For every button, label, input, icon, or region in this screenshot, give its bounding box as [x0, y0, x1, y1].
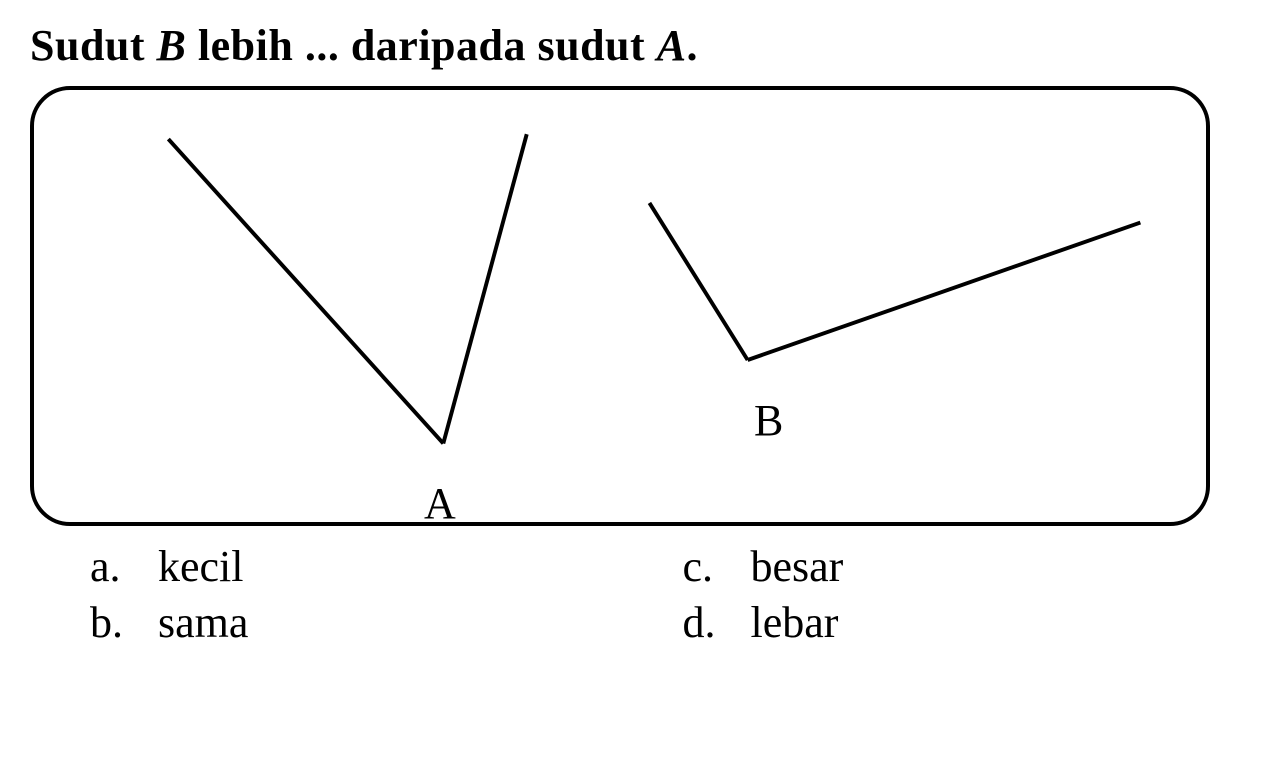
angle-a-label: A [424, 478, 456, 529]
question-text: Sudut B lebih ... daripada sudut A. [30, 20, 1235, 71]
option-c-text: besar [751, 541, 844, 592]
angle-b-shape [649, 203, 1140, 360]
option-d[interactable]: d. lebar [683, 597, 1236, 648]
angles-diagram [34, 90, 1206, 522]
question-suffix: . [687, 21, 699, 70]
angle-b-label: B [754, 395, 783, 446]
option-b[interactable]: b. sama [90, 597, 643, 648]
option-c-letter: c. [683, 541, 733, 592]
option-d-text: lebar [751, 597, 839, 648]
option-b-letter: b. [90, 597, 140, 648]
option-a-letter: a. [90, 541, 140, 592]
question-var-b: B [157, 21, 187, 70]
option-b-text: sama [158, 597, 248, 648]
angle-a-ray2 [443, 134, 526, 443]
option-c[interactable]: c. besar [683, 541, 1236, 592]
angle-a-shape [168, 134, 526, 443]
angle-b-ray2 [748, 223, 1141, 360]
options-grid: a. kecil c. besar b. sama d. lebar [30, 541, 1235, 648]
angle-a-ray1 [168, 139, 443, 443]
question-middle: lebih ... daripada sudut [186, 21, 656, 70]
option-a[interactable]: a. kecil [90, 541, 643, 592]
option-a-text: kecil [158, 541, 244, 592]
angle-b-ray1 [649, 203, 747, 360]
question-prefix: Sudut [30, 21, 157, 70]
diagram-container: A B [30, 86, 1210, 526]
question-var-a: A [657, 21, 687, 70]
option-d-letter: d. [683, 597, 733, 648]
